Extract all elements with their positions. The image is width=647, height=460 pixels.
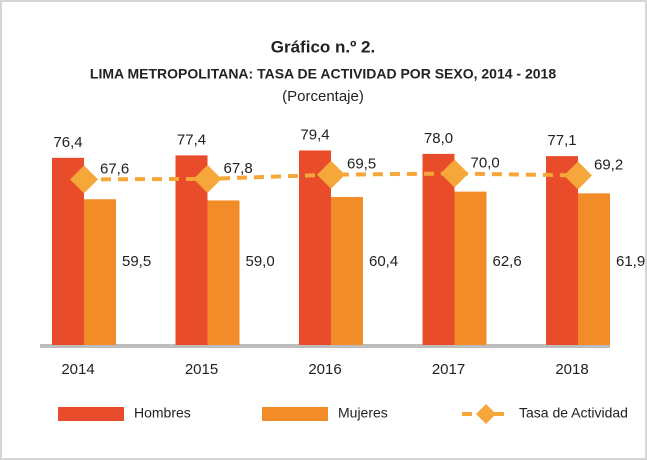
- data-label: 77,1: [547, 132, 576, 149]
- data-label: 60,4: [369, 253, 398, 270]
- x-tick-label: 2018: [555, 361, 588, 378]
- data-label: 78,0: [424, 130, 453, 147]
- bar: [546, 156, 578, 345]
- bar: [84, 199, 116, 345]
- chart-subtitle: LIMA METROPOLITANA: TASA DE ACTIVIDAD PO…: [90, 66, 556, 82]
- bar: [52, 157, 84, 345]
- data-label: 59,0: [246, 253, 275, 270]
- x-tick-label: 2014: [61, 361, 94, 378]
- legend-swatch: [262, 407, 328, 421]
- data-label: 67,6: [100, 160, 129, 177]
- line-marker: [317, 160, 345, 189]
- chart-title: Gráfico n.º 2.: [271, 37, 375, 56]
- legend-label: Tasa de Actividad: [519, 405, 628, 421]
- line-marker: [70, 165, 98, 194]
- x-tick-label: 2016: [308, 361, 341, 378]
- data-label: 79,4: [300, 126, 329, 143]
- bar: [207, 200, 240, 345]
- legend-swatch: [476, 404, 496, 424]
- data-label: 77,4: [177, 131, 206, 148]
- legend-label: Mujeres: [338, 405, 388, 421]
- unit-label: (Porcentaje): [282, 88, 364, 105]
- legend-label: Hombres: [134, 405, 191, 421]
- bar: [331, 197, 363, 345]
- x-tick-label: 2015: [185, 361, 218, 378]
- data-label: 59,5: [122, 253, 151, 270]
- data-label: 62,6: [493, 253, 522, 270]
- x-tick-label: 2017: [432, 361, 465, 378]
- line-marker: [564, 161, 592, 190]
- bar: [454, 191, 487, 345]
- bar: [422, 153, 455, 345]
- data-label: 70,0: [471, 154, 500, 171]
- data-label: 67,8: [224, 160, 253, 177]
- bar: [578, 193, 610, 345]
- data-label: 69,2: [594, 156, 623, 173]
- line-marker: [193, 164, 222, 193]
- legend-swatch: [58, 407, 124, 421]
- data-label: 69,5: [347, 156, 376, 173]
- line-marker: [440, 159, 469, 188]
- data-label: 61,9: [616, 253, 645, 270]
- data-label: 76,4: [53, 134, 82, 151]
